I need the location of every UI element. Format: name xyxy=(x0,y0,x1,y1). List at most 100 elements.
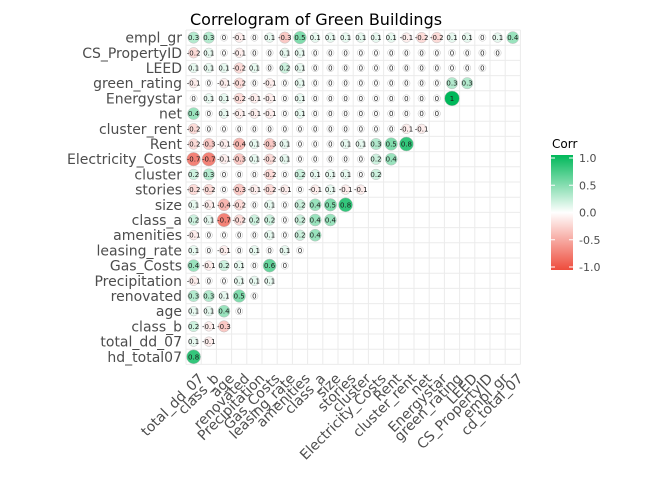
corr-circle-green_rating-net xyxy=(417,79,426,88)
corr-circle-empl_gr-Electricity_Costs xyxy=(370,32,382,43)
corr-circle-CS_PropertyID-class_b xyxy=(203,47,214,58)
corr-circle-class_a-renovated xyxy=(233,214,245,226)
corr-circle-green_rating-LEED xyxy=(461,77,474,90)
corr-label-Rent-age: -0.1 xyxy=(217,141,231,149)
corr-label-cluster-cluster: 0 xyxy=(359,171,363,179)
corr-label-empl_gr-amenities: 0.5 xyxy=(294,34,305,42)
corr-label-cluster_rent-cluster: 0 xyxy=(359,125,363,133)
corr-label-cluster_rent-class_a: 0 xyxy=(313,125,317,133)
corr-circle-cluster_rent-leasing_rate xyxy=(280,124,289,133)
y-tick-empl_gr: empl_gr xyxy=(125,31,182,47)
corr-circle-green_rating-Gas_Costs xyxy=(264,78,275,89)
corr-circle-LEED-stories xyxy=(341,64,350,72)
corr-label-Gas_Costs-Precipitation: 0 xyxy=(252,262,256,270)
corr-label-LEED-amenities: 0.1 xyxy=(294,65,305,73)
corr-circle-renovated-renovated xyxy=(232,289,246,303)
corr-circle-cluster_rent-stories xyxy=(341,124,350,133)
corr-label-renovated-total_dd_07: 0.3 xyxy=(188,293,199,301)
corr-label-CS_PropertyID-LEED: 0 xyxy=(465,49,469,57)
corr-circle-Energystar-leasing_rate xyxy=(280,94,289,103)
corr-label-leasing_rate-leasing_rate: 0.1 xyxy=(279,247,290,255)
corr-label-CS_PropertyID-class_a: 0 xyxy=(313,49,317,57)
corr-circle-stories-total_dd_07 xyxy=(188,184,200,196)
corr-circle-size-renovated xyxy=(233,199,245,211)
legend-tick-label: -0.5 xyxy=(579,234,600,247)
corr-label-empl_gr-green_rating: 0.1 xyxy=(446,34,457,42)
corr-label-Electricity_Costs-stories: 0 xyxy=(343,156,347,164)
corr-circle-cluster-stories xyxy=(340,169,351,180)
corr-circle-CS_PropertyID-size xyxy=(326,48,335,57)
corr-circle-Rent-leasing_rate xyxy=(279,138,290,150)
corr-circle-empl_gr-Rent xyxy=(386,32,397,43)
corr-circle-Gas_Costs-age xyxy=(218,260,230,272)
corr-label-net-total_dd_07: 0.4 xyxy=(188,110,200,118)
corr-label-green_rating-Energystar: 0 xyxy=(435,80,439,88)
corr-label-CS_PropertyID-green_rating: 0 xyxy=(450,49,454,57)
corr-circle-Rent-stories xyxy=(340,138,351,150)
corr-label-stories-amenities: 0 xyxy=(298,186,302,194)
y-tick-renovated: renovated xyxy=(111,289,182,305)
corr-circle-net-age xyxy=(218,108,230,119)
corr-circle-Energystar-stories xyxy=(341,94,350,103)
corr-circle-Rent-cluster_rent xyxy=(399,136,414,152)
corr-circle-Rent-Gas_Costs xyxy=(263,138,276,150)
corr-label-leasing_rate-amenities: 0 xyxy=(298,247,302,255)
corr-circle-cluster_rent-renovated xyxy=(235,124,244,133)
corr-label-hd_total07-total_dd_07: 0.8 xyxy=(188,353,199,361)
corr-circle-Electricity_Costs-Electricity_Costs xyxy=(370,153,382,165)
corr-circle-Precipitation-renovated xyxy=(234,275,245,286)
corr-label-empl_gr-age: 0 xyxy=(222,34,226,42)
corr-circle-net-Electricity_Costs xyxy=(372,109,380,118)
corr-circle-Rent-amenities xyxy=(296,140,304,148)
chart-title: Correlogram of Green Buildings xyxy=(190,10,442,29)
corr-circle-amenities-leasing_rate xyxy=(280,231,289,240)
corr-label-LEED-stories: 0 xyxy=(343,65,347,73)
corr-circle-class_b-total_dd_07 xyxy=(188,320,200,332)
corr-label-Electricity_Costs-renovated: -0.3 xyxy=(232,156,246,164)
corr-circle-CS_PropertyID-renovated xyxy=(234,47,245,58)
corr-circle-LEED-LEED xyxy=(463,64,472,72)
corr-label-empl_gr-stories: 0.1 xyxy=(340,34,351,42)
corr-label-Energystar-Energystar: 0 xyxy=(435,95,439,103)
corr-circle-CS_PropertyID-stories xyxy=(341,48,350,57)
y-tick-net: net xyxy=(159,107,182,123)
corr-circle-CS_PropertyID-net xyxy=(417,48,426,57)
corr-circle-Electricity_Costs-renovated xyxy=(233,153,246,166)
corr-label-amenities-Precipitation: 0 xyxy=(252,232,256,240)
corr-circle-LEED-green_rating xyxy=(448,64,456,72)
corr-circle-net-net xyxy=(417,109,426,118)
corr-label-stories-Precipitation: -0.1 xyxy=(248,186,262,194)
corr-label-CS_PropertyID-amenities: 0.1 xyxy=(294,49,305,57)
corr-label-LEED-size: 0 xyxy=(328,65,332,73)
corr-label-LEED-cluster_rent: 0 xyxy=(404,65,408,73)
corr-label-Rent-class_b: -0.3 xyxy=(202,141,216,149)
corr-label-cluster_rent-Electricity_Costs: 0 xyxy=(374,125,378,133)
corr-label-amenities-class_b: 0 xyxy=(207,232,211,240)
corr-circle-amenities-amenities xyxy=(294,229,306,241)
corr-label-green_rating-leasing_rate: 0 xyxy=(283,80,287,88)
corr-circle-Rent-total_dd_07 xyxy=(188,138,200,150)
corr-label-cluster-class_b: 0.3 xyxy=(203,171,214,179)
corr-label-amenities-class_a: 0.4 xyxy=(310,232,322,240)
corr-circle-empl_gr-class_b xyxy=(202,31,215,44)
corr-circle-class_a-total_dd_07 xyxy=(188,214,200,226)
corr-label-cluster-age: 0 xyxy=(222,171,226,179)
corr-label-class_a-Gas_Costs: 0.2 xyxy=(264,217,275,225)
corr-circle-empl_gr-class_a xyxy=(310,32,321,43)
corr-circle-Energystar-net xyxy=(417,94,426,103)
corr-circle-Energystar-size xyxy=(326,94,335,103)
corr-label-Electricity_Costs-class_b: -0.7 xyxy=(202,156,216,164)
corr-label-cluster_rent-net: -0.1 xyxy=(415,125,429,133)
corr-label-class_a-total_dd_07: 0.2 xyxy=(188,217,199,225)
corr-label-LEED-cluster: 0 xyxy=(359,65,363,73)
corr-circle-empl_gr-cd_total_07 xyxy=(506,31,520,44)
corr-circle-LEED-Precipitation xyxy=(249,62,260,74)
corr-label-total_dd_07-class_b: -0.1 xyxy=(202,338,216,346)
corr-circle-Rent-renovated xyxy=(232,137,246,151)
corr-circle-empl_gr-CS_PropertyID xyxy=(478,33,487,42)
corr-circle-net-leasing_rate xyxy=(280,109,289,118)
corr-label-green_rating-size: 0 xyxy=(328,80,332,88)
corr-label-cluster-Precipitation: 0 xyxy=(252,171,256,179)
corr-circle-Precipitation-class_b xyxy=(204,276,213,285)
corr-label-stories-class_b: -0.2 xyxy=(202,186,216,194)
